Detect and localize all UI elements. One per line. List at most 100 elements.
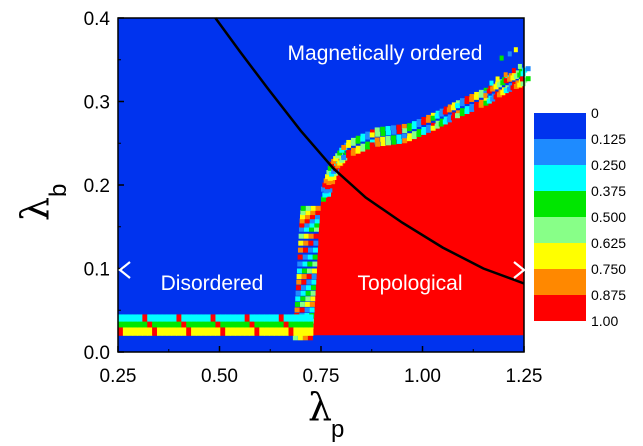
heatmap-cell: [447, 104, 453, 110]
heatmap-cell: [369, 142, 375, 148]
colorbar-label: 0.125: [591, 131, 626, 147]
heatmap-cell: [430, 122, 436, 128]
heatmap-cell: [511, 68, 516, 74]
heatmap-cell: [329, 171, 335, 177]
heatmap-cell: [127, 314, 134, 322]
heatmap-cell: [350, 150, 356, 156]
heatmap-cell: [305, 296, 311, 302]
heatmap-cell: [239, 326, 246, 336]
heatmap-cell: [503, 72, 508, 78]
right-chevron-icon: [513, 261, 526, 279]
y-tick-label: 0.2: [84, 176, 110, 197]
heatmap-cell: [421, 126, 427, 132]
heatmap-cell: [326, 180, 332, 185]
heatmap-cell: [220, 321, 226, 328]
heatmap-cell: [298, 226, 304, 232]
heatmap-cell: [296, 268, 302, 274]
heatmap-cell: [406, 136, 412, 142]
heatmap-cell: [132, 326, 138, 336]
heatmap-cell: [430, 125, 436, 131]
heatmap-cell: [297, 261, 303, 267]
heatmap-cell: [311, 279, 317, 285]
heatmap-cell: [309, 214, 315, 220]
heatmap-cell: [310, 296, 316, 302]
heatmap-cell: [310, 210, 316, 216]
heatmap-cell: [337, 150, 343, 156]
heatmap-cell: [288, 314, 294, 322]
heatmap-cell: [307, 335, 313, 341]
heatmap-cell: [323, 178, 329, 184]
heatmap-cell: [304, 307, 310, 313]
heatmap-cell: [507, 76, 513, 82]
heatmap-cell: [313, 226, 319, 232]
heatmap-cell: [210, 321, 216, 328]
heatmap-cell: [520, 71, 526, 77]
heatmap-cell: [171, 326, 177, 336]
heatmap-cell: [355, 138, 361, 144]
heatmap-cell: [152, 314, 158, 322]
colorbar-label: 1.00: [591, 313, 618, 329]
heatmap-cell: [156, 321, 163, 328]
heatmap-cell: [176, 314, 182, 322]
region-label-magnetic: Magnetically ordered: [288, 42, 483, 65]
heatmap-cell: [469, 106, 475, 112]
heatmap-cell: [337, 160, 343, 166]
heatmap-cell: [122, 314, 129, 322]
heatmap-cell: [416, 131, 422, 137]
heatmap-cell: [308, 314, 314, 322]
heatmap-cell: [503, 88, 509, 94]
heatmap-cell: [385, 130, 391, 136]
heatmap-cell: [269, 326, 275, 336]
heatmap-cell: [269, 314, 275, 322]
heatmap-cell: [496, 82, 502, 88]
heatmap-cell: [442, 119, 448, 125]
heatmap-cell: [181, 321, 187, 328]
heatmap-cell: [200, 314, 207, 322]
heatmap-cell: [365, 131, 371, 137]
heatmap-cell: [307, 261, 313, 267]
heatmap-cell: [186, 314, 192, 322]
heatmap-cell: [459, 108, 465, 114]
heatmap-cell: [451, 102, 457, 108]
heatmap-cell: [293, 314, 299, 322]
heatmap-cell: [474, 91, 480, 97]
heatmap-cell: [396, 138, 402, 144]
x-axis-title: λ p: [308, 385, 344, 443]
heatmap-cell: [137, 321, 143, 328]
region-label-topological: Topological: [357, 272, 462, 295]
x-tick-label: 1.25: [506, 366, 543, 387]
axis-ticks: 0.25 0.50 0.75 1.00 1.25 0.0 0.1 0.2 0.3 0.4: [84, 9, 543, 387]
heatmap-cell: [308, 233, 314, 239]
heatmap-cell: [308, 326, 314, 336]
heatmap-cell: [459, 98, 465, 104]
heatmap-cell: [118, 314, 124, 322]
heatmap-cell: [459, 101, 465, 107]
heatmap-cell: [283, 314, 290, 322]
heatmap-cell: [166, 314, 173, 322]
heatmap-cell: [303, 314, 309, 322]
heatmap-cell: [517, 63, 522, 69]
heatmap-cell: [298, 314, 304, 322]
heatmap-cell: [478, 102, 484, 108]
heatmap-cell: [118, 321, 124, 328]
colorbar-label: 0: [591, 105, 599, 121]
heatmap-cell: [225, 326, 231, 336]
heatmap-cell: [239, 314, 246, 322]
heatmap-cell: [323, 188, 329, 194]
heatmap-cell: [486, 88, 492, 94]
colorbar-swatch: [534, 113, 586, 139]
left-chevron-icon: [118, 261, 131, 279]
heatmap-cell: [273, 321, 280, 328]
heatmap-cell: [308, 321, 314, 328]
colorbar-label: 0.375: [591, 183, 626, 199]
heatmap-cell: [273, 314, 280, 322]
heatmap-cell: [303, 226, 309, 232]
heatmap-cell: [374, 127, 380, 133]
heatmap-cell: [205, 314, 212, 322]
heatmap-cell: [311, 274, 317, 280]
heatmap-cell: [283, 326, 290, 336]
heatmap-cell: [355, 135, 361, 141]
heatmap-cell: [341, 144, 347, 150]
heatmap-cell: [300, 210, 306, 216]
heatmap-cell: [152, 321, 158, 328]
